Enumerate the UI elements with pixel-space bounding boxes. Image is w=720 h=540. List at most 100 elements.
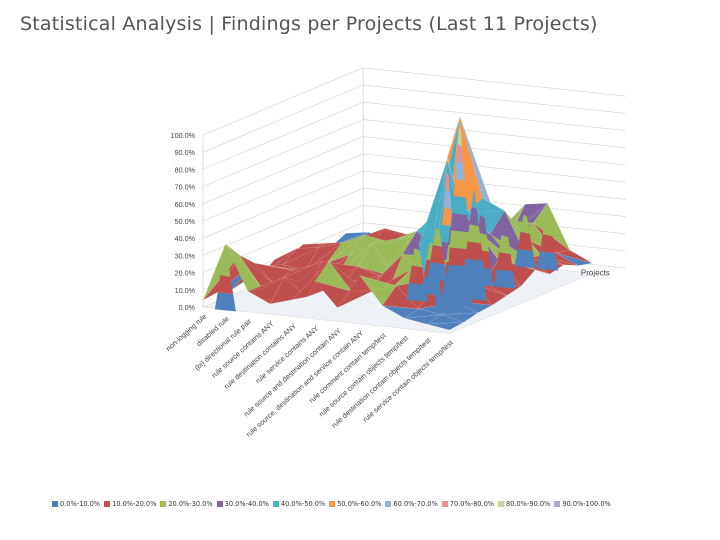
page-title: Statistical Analysis | Findings per Proj… [20, 13, 598, 35]
legend-label: 50.0%-60.0% [337, 500, 382, 508]
y-tick-label: 70.0% [175, 183, 196, 192]
surface-facet [357, 243, 396, 278]
legend-item: 10.0%-20.0% [104, 500, 156, 508]
peak-band [453, 178, 467, 198]
peak-band [471, 189, 477, 209]
surface-facet [372, 236, 409, 245]
peak-band [429, 245, 446, 265]
legend-swatch [385, 501, 392, 507]
legend-item: 30.0%-40.0% [216, 500, 269, 508]
peak-band [542, 217, 553, 237]
surface-facet [304, 242, 342, 271]
legend-swatch [498, 501, 505, 507]
y-tick-label: 50.0% [175, 217, 196, 226]
peak-band [414, 231, 420, 251]
legend-swatch [441, 501, 448, 507]
legend-swatch [160, 501, 167, 507]
peak-band [432, 227, 443, 247]
legend-item: 20.0%-30.0% [160, 500, 213, 508]
legend-swatch [329, 501, 336, 507]
peak-band [539, 234, 556, 254]
peak-band [465, 241, 484, 261]
y-tick-label: 90.0% [175, 148, 196, 157]
legend-swatch [104, 501, 111, 507]
legend-item: 70.0%-80.0% [441, 500, 495, 508]
legend-swatch [216, 501, 223, 507]
legend-label: 90.0%-100.0% [562, 500, 611, 508]
peak-band [457, 127, 463, 147]
peak-band [480, 198, 485, 218]
peak-band [455, 161, 465, 181]
surface-facet [247, 277, 285, 292]
peak-band [463, 258, 486, 278]
peak-band [443, 190, 452, 210]
legend-label: 30.0%-40.0% [224, 500, 269, 508]
peak-band [514, 249, 536, 269]
depth-axis-label: Projects [581, 268, 610, 277]
surface-facet [426, 314, 464, 325]
peak-band [452, 195, 468, 215]
legend-label: 40.0%-50.0% [280, 500, 326, 508]
peak-band [477, 215, 487, 235]
legend-item: 40.0%-50.0% [272, 500, 326, 508]
peak-band [427, 262, 448, 282]
surface-facet [283, 261, 322, 282]
surface-facet [225, 243, 263, 289]
peak-band [451, 213, 469, 233]
surface-facet [314, 261, 353, 292]
legend-item: 60.0%-70.0% [385, 500, 438, 508]
peak-band [498, 235, 511, 255]
peak-band [456, 144, 464, 164]
peak-band [444, 173, 451, 193]
legend-item: 80.0%-90.0% [498, 500, 550, 508]
legend-item: 50.0%-60.0% [329, 500, 381, 508]
peak-band [493, 269, 516, 289]
y-tick-label: 30.0% [175, 251, 196, 260]
surface-facet [327, 234, 365, 263]
peak-band [220, 257, 231, 277]
legend-label: 70.0%-80.0% [449, 500, 495, 508]
legend-swatch [272, 501, 279, 507]
y-tick-label: 100.0% [171, 131, 196, 140]
surface-facet [555, 250, 593, 264]
legend-item: 90.0%-100.0% [554, 500, 611, 508]
y-tick-label: 20.0% [175, 269, 196, 278]
peak-band [442, 207, 453, 227]
peak-band [449, 230, 471, 250]
surface-facet [282, 247, 320, 265]
peak-band [420, 276, 442, 296]
peak-band [501, 217, 509, 237]
peak-band [411, 248, 423, 268]
legend-label: 60.0%-70.0% [393, 500, 438, 508]
legend-label: 0.0%-10.0% [60, 500, 101, 508]
y-tick-label: 0.0% [179, 303, 196, 312]
y-tick-label: 40.0% [175, 234, 196, 243]
peak-band [467, 224, 482, 244]
y-tick-label: 60.0% [175, 200, 196, 209]
peak-band [537, 251, 559, 271]
peak-band [517, 231, 533, 251]
surface-facet [510, 203, 549, 235]
legend-label: 20.0%-30.0% [168, 500, 213, 508]
surface-facet [359, 275, 397, 291]
chart-legend: 0.0%-10.0% 10.0%-20.0% 20.0%-30.0% 30.0%-40… [52, 500, 682, 508]
peak-band [217, 275, 234, 295]
surface-facet [331, 232, 369, 247]
legend-label: 80.0%-90.0% [506, 500, 551, 508]
surface-facet [404, 308, 442, 319]
peak-band [520, 214, 530, 234]
surface-facet [239, 255, 277, 287]
peak-band [214, 292, 236, 312]
legend-item: 0.0%-10.0% [52, 500, 100, 508]
peak-band [469, 207, 479, 227]
y-tick-label: 80.0% [175, 165, 196, 174]
legend-swatch [52, 501, 58, 507]
peak-band [496, 252, 514, 272]
y-tick-label: 10.0% [175, 286, 196, 295]
surface-facet [337, 290, 375, 308]
legend-label: 10.0%-20.0% [112, 500, 157, 508]
surface-facet [253, 262, 291, 270]
peak-band [409, 265, 425, 285]
legend-swatch [554, 501, 561, 507]
